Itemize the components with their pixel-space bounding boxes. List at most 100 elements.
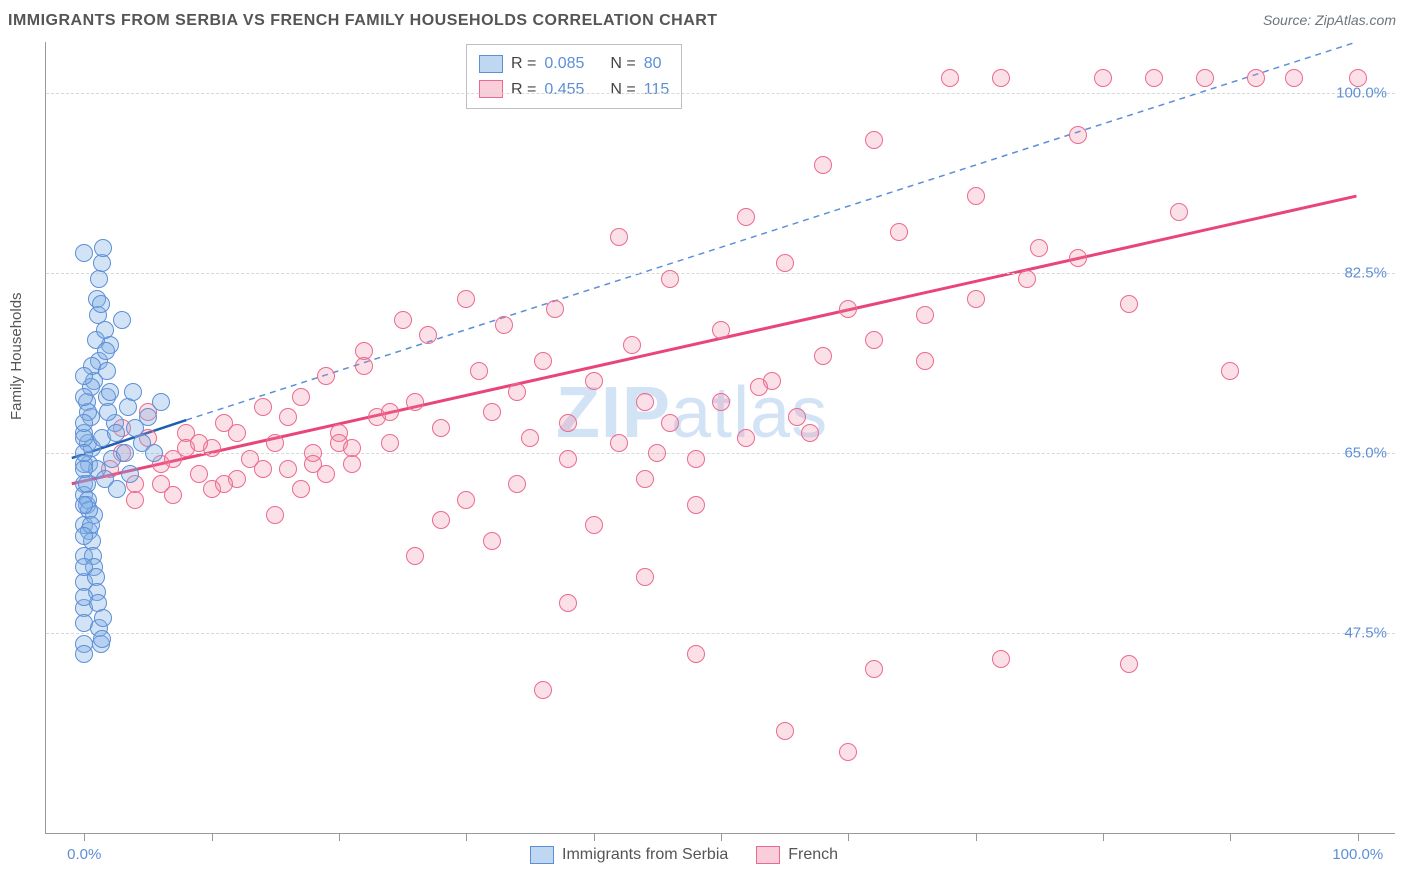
xtick [721, 833, 722, 841]
point-french [317, 367, 335, 385]
series-legend: Immigrants from Serbia French [530, 846, 838, 864]
point-french [355, 357, 373, 375]
point-french [801, 424, 819, 442]
point-serbia [75, 414, 93, 432]
point-serbia [99, 403, 117, 421]
point-serbia [139, 408, 157, 426]
point-serbia [75, 527, 93, 545]
point-french [279, 408, 297, 426]
point-french [1120, 295, 1138, 313]
legend-swatch-pink [479, 80, 503, 98]
n-value: 115 [644, 77, 670, 103]
r-label: R = [511, 77, 536, 103]
point-serbia [75, 588, 93, 606]
point-french [152, 475, 170, 493]
r-label: R = [511, 51, 536, 77]
point-serbia [75, 460, 93, 478]
point-serbia [75, 388, 93, 406]
point-serbia [107, 424, 125, 442]
xtick [339, 833, 340, 841]
point-french [839, 300, 857, 318]
point-french [585, 516, 603, 534]
legend-label: Immigrants from Serbia [562, 846, 728, 864]
point-french [190, 434, 208, 452]
r-value: 0.085 [544, 51, 584, 77]
point-serbia [75, 367, 93, 385]
plot-area: ZIPatlas R = 0.085 N = 80 R = 0.455 N = … [45, 42, 1395, 834]
point-french [623, 336, 641, 354]
xtick [976, 833, 977, 841]
point-serbia [94, 239, 112, 257]
xtick [466, 833, 467, 841]
point-french [343, 439, 361, 457]
point-french [1285, 69, 1303, 87]
point-french [343, 455, 361, 473]
n-label: N = [610, 77, 635, 103]
legend-row-french: R = 0.455 N = 115 [479, 77, 669, 103]
point-serbia [75, 244, 93, 262]
point-french [916, 306, 934, 324]
point-french [814, 347, 832, 365]
point-french [164, 450, 182, 468]
point-french [559, 594, 577, 612]
point-french [916, 352, 934, 370]
point-french [737, 208, 755, 226]
point-french [559, 450, 577, 468]
point-french [534, 681, 552, 699]
point-french [890, 223, 908, 241]
point-serbia [96, 321, 114, 339]
point-french [381, 403, 399, 421]
point-serbia [97, 342, 115, 360]
point-french [636, 393, 654, 411]
point-french [1069, 249, 1087, 267]
point-french [661, 414, 679, 432]
point-french [266, 506, 284, 524]
point-french [992, 650, 1010, 668]
point-french [1196, 69, 1214, 87]
point-french [470, 362, 488, 380]
point-french [190, 465, 208, 483]
point-french [648, 444, 666, 462]
point-french [419, 326, 437, 344]
point-french [254, 460, 272, 478]
point-serbia [75, 558, 93, 576]
point-french [941, 69, 959, 87]
point-serbia [75, 444, 93, 462]
point-french [432, 419, 450, 437]
point-serbia [93, 630, 111, 648]
xtick-label: 0.0% [67, 846, 101, 863]
point-french [712, 393, 730, 411]
xtick [594, 833, 595, 841]
point-serbia [98, 362, 116, 380]
n-label: N = [610, 51, 635, 77]
legend-row-serbia: R = 0.085 N = 80 [479, 51, 669, 77]
legend-swatch-pink [756, 846, 780, 864]
legend-label: French [788, 846, 838, 864]
xtick [1103, 833, 1104, 841]
point-french [534, 352, 552, 370]
point-french [1120, 655, 1138, 673]
gridline [46, 93, 1395, 94]
legend-swatch-blue [479, 55, 503, 73]
point-french [394, 311, 412, 329]
point-french [687, 496, 705, 514]
point-serbia [75, 496, 93, 514]
point-serbia [121, 465, 139, 483]
point-french [508, 383, 526, 401]
source-label: Source: ZipAtlas.com [1263, 12, 1396, 28]
xtick [84, 833, 85, 841]
point-french [1094, 69, 1112, 87]
legend-item-french: French [756, 846, 838, 864]
point-french [279, 460, 297, 478]
point-french [839, 743, 857, 761]
point-french [406, 393, 424, 411]
point-serbia [93, 254, 111, 272]
legend-item-serbia: Immigrants from Serbia [530, 846, 728, 864]
point-french [814, 156, 832, 174]
point-serbia [92, 295, 110, 313]
point-french [1247, 69, 1265, 87]
point-french [483, 403, 501, 421]
point-french [432, 511, 450, 529]
ytick-label: 65.0% [1344, 445, 1387, 462]
point-french [1349, 69, 1367, 87]
